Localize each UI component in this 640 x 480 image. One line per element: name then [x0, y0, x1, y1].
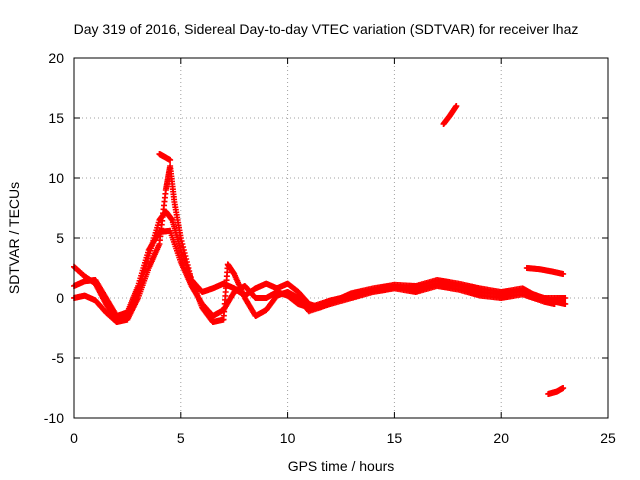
data-points: [71, 103, 569, 397]
series-segment-low: [545, 385, 567, 397]
x-tick-label: 0: [70, 430, 78, 446]
x-tick-label: 15: [387, 430, 403, 446]
x-tick-label: 5: [177, 430, 185, 446]
data-point: [167, 157, 174, 163]
x-tick-label: 10: [280, 430, 296, 446]
y-tick-label: 5: [56, 230, 64, 246]
data-point: [453, 103, 460, 109]
y-tick-label: 0: [56, 290, 64, 306]
data-point: [560, 271, 567, 277]
plot-frame: [73, 57, 609, 419]
grid: [74, 58, 608, 418]
y-tick-label: 10: [48, 170, 64, 186]
data-point: [562, 295, 569, 301]
chart-title: Day 319 of 2016, Sidereal Day-to-day VTE…: [74, 21, 579, 37]
x-tick-label: 25: [600, 430, 616, 446]
x-tick-label: 20: [493, 430, 509, 446]
series-segment-late: [523, 265, 567, 277]
y-tick-labels: -10 -5 0 5 10 15 20: [44, 50, 64, 426]
y-axis-label: SDTVAR / TECUs: [6, 182, 22, 294]
y-tick-label: -5: [52, 350, 65, 366]
y-tick-label: 20: [48, 50, 64, 66]
series-track-c: [71, 163, 558, 325]
series-segment-peak: [156, 151, 174, 163]
y-tick-label: -10: [44, 410, 64, 426]
series-segment-high: [440, 103, 460, 127]
x-tick-labels: 0 5 10 15 20 25: [70, 430, 616, 446]
data-point: [560, 385, 567, 391]
x-axis-label: GPS time / hours: [288, 458, 395, 474]
y-tick-label: 15: [48, 110, 64, 126]
data-point: [551, 301, 558, 307]
data-point: [562, 301, 569, 307]
